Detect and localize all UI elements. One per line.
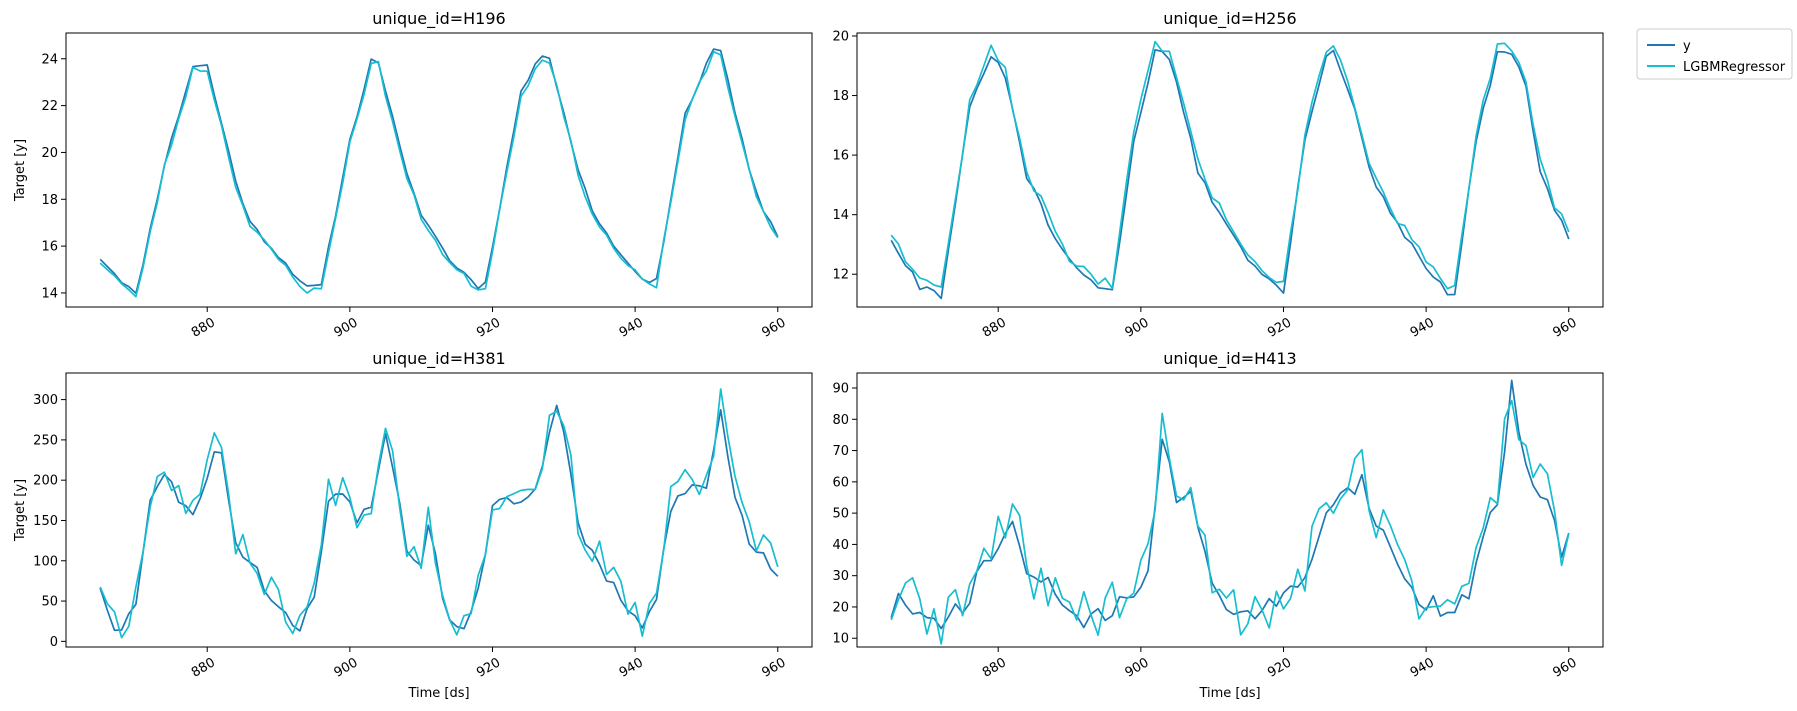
legend-label-lgbm: LGBMRegressor [1683,60,1786,75]
y-tick-label: 40 [832,538,849,553]
series-line-lgbm [99,388,779,639]
legend-label-y: y [1683,39,1691,54]
y-tick-label: 250 [33,433,58,448]
x-tick-label: 880 [980,655,1009,680]
y-tick-label: 100 [33,554,58,569]
x-tick-label: 880 [189,655,218,680]
y-tick-label: 200 [33,474,58,489]
x-tick-label: 960 [1551,655,1580,680]
y-tick-label: 20 [832,600,849,615]
y-axis-label: Target [y] [13,139,28,202]
subplot-2: 880 900 920 940 960 12 14 16 18 20 unique_id=H256 [832,9,1604,341]
y-tick-label: 150 [33,514,58,529]
x-tick-label: 960 [1551,315,1580,340]
y-tick-label: 24 [41,52,58,67]
series-line-lgbm [890,40,1570,290]
y-tick-label: 12 [832,268,849,283]
series-line-y [99,404,779,632]
x-tick-label: 960 [760,655,789,680]
y-tick-label: 18 [832,89,849,104]
y-tick-label: 70 [832,444,849,459]
subplot-title: unique_id=H413 [1163,349,1296,369]
x-tick-label: 940 [617,655,646,680]
x-tick-label: 880 [189,315,218,340]
x-tick-label: 880 [980,315,1009,340]
y-tick-label: 16 [41,240,58,255]
x-tick-label: 900 [1123,655,1152,680]
x-tick-label: 940 [617,315,646,340]
x-tick-label: 960 [760,315,789,340]
subplot-title: unique_id=H256 [1163,9,1296,29]
y-tick-label: 30 [832,569,849,584]
y-tick-label: 90 [832,382,849,397]
x-tick-label: 900 [332,315,361,340]
x-axis-label: Time [ds] [407,686,469,701]
y-tick-label: 0 [50,635,58,650]
y-tick-label: 60 [832,475,849,490]
x-tick-label: 940 [1408,655,1437,680]
y-axis-label: Target [y] [13,479,28,542]
y-tick-label: 20 [832,29,849,44]
y-tick-label: 50 [41,595,58,610]
y-tick-label: 16 [832,149,849,164]
subplot-4: 880 900 920 940 960 10 20 30 40 50 60 70 80 90 unique_… [832,349,1604,701]
x-tick-label: 940 [1408,315,1437,340]
x-tick-label: 900 [1123,315,1152,340]
series-line-lgbm [99,50,779,298]
axes-frame [856,372,1604,648]
x-tick-label: 900 [332,655,361,680]
x-tick-label: 920 [1265,655,1294,680]
y-tick-label: 22 [41,99,58,114]
subplots: 880 900 920 940 960141618202224unique_id=H19… [13,9,1604,701]
series-line-y [890,48,1570,300]
y-tick-label: 50 [832,507,849,522]
subplot-3: 880 900 920 940 960 0 50 100 150 200 250 300 unique_… [13,349,813,701]
y-tick-label: 14 [832,208,849,223]
x-tick-label: 920 [474,655,503,680]
subplot-1: 880 900 920 940 960 14 16 18 20 22 24 unique_id=H19… [13,9,813,341]
y-tick-label: 14 [41,286,58,301]
y-tick-label: 18 [41,193,58,208]
legend-frame [1636,28,1793,80]
x-tick-label: 920 [474,315,503,340]
x-axis-label: Time [ds] [1198,686,1260,701]
axes-frame [65,32,813,308]
x-tick-label: 920 [1265,315,1294,340]
y-tick-label: 10 [832,632,849,647]
y-tick-label: 300 [33,393,58,408]
subplot-title: unique_id=H381 [372,349,505,369]
y-tick-label: 20 [41,146,58,161]
legend: y LGBMRegressor [1636,28,1793,80]
axes-frame [65,372,813,648]
series-line-lgbm [890,399,1570,645]
subplot-title: unique_id=H196 [372,9,505,29]
axes-frame [856,32,1604,308]
y-tick-label: 80 [832,413,849,428]
series-line-y [890,379,1570,630]
